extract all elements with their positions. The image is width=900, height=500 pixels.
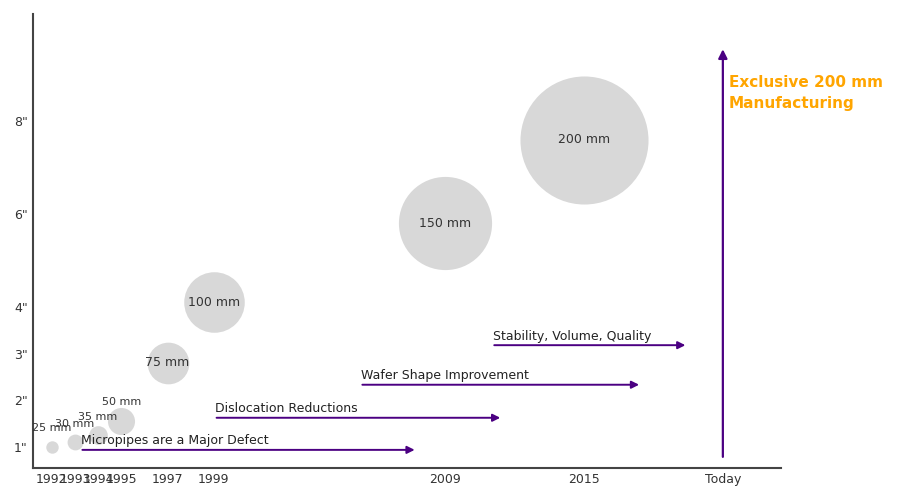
Text: 100 mm: 100 mm	[188, 296, 240, 309]
Text: 200 mm: 200 mm	[558, 133, 610, 146]
Text: Wafer Shape Improvement: Wafer Shape Improvement	[361, 369, 528, 382]
Point	[577, 136, 591, 143]
Text: 35 mm: 35 mm	[78, 412, 118, 422]
Text: Dislocation Reductions: Dislocation Reductions	[215, 402, 357, 415]
Text: Exclusive 200 mm
Manufacturing: Exclusive 200 mm Manufacturing	[729, 75, 883, 111]
Text: 150 mm: 150 mm	[419, 217, 472, 230]
Text: 50 mm: 50 mm	[102, 397, 141, 407]
Text: 25 mm: 25 mm	[32, 422, 71, 432]
Text: Micropipes are a Major Defect: Micropipes are a Major Defect	[81, 434, 268, 448]
Point	[91, 431, 105, 439]
Point	[45, 442, 59, 450]
Point	[68, 438, 82, 446]
Point	[160, 359, 175, 367]
Point	[114, 417, 129, 425]
Point	[438, 220, 453, 228]
Text: 75 mm: 75 mm	[146, 356, 190, 370]
Text: 30 mm: 30 mm	[55, 419, 94, 429]
Point	[207, 298, 221, 306]
Text: Stability, Volume, Quality: Stability, Volume, Quality	[492, 330, 651, 342]
